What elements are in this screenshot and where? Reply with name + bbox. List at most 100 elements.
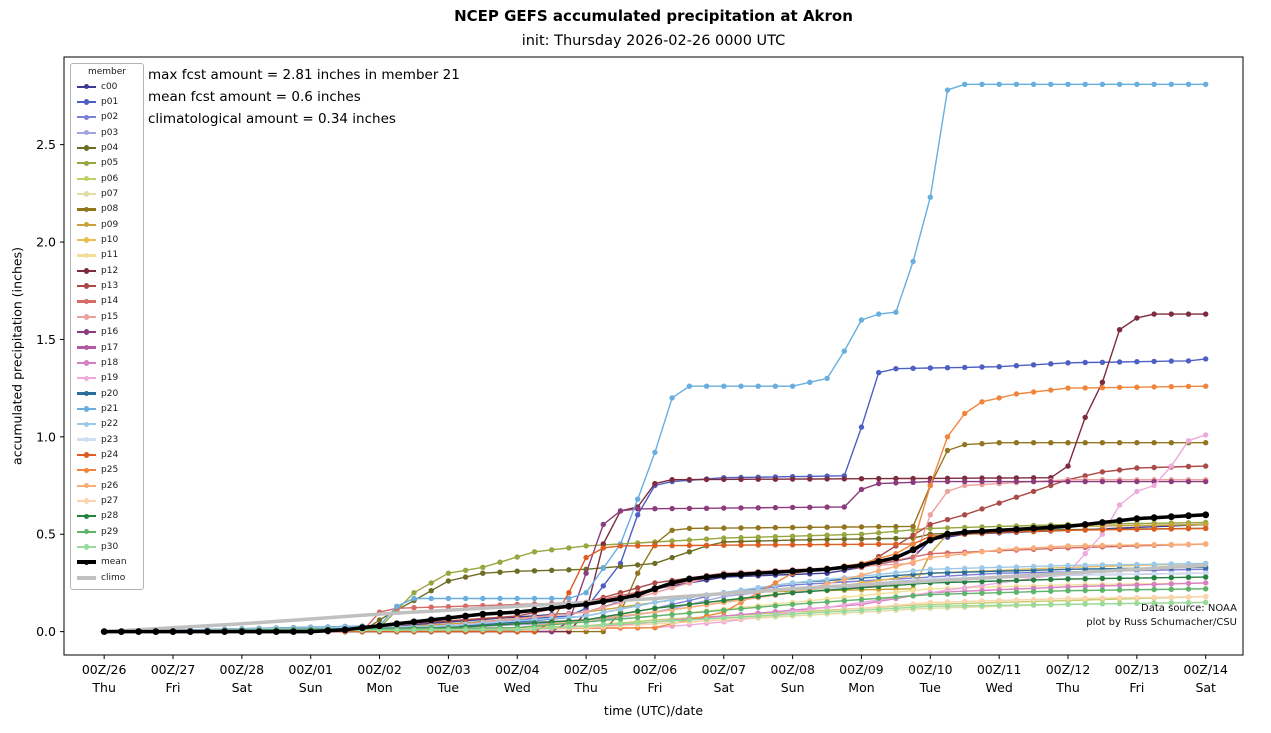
legend-swatch-p12 <box>77 267 96 274</box>
legend-swatch-p08 <box>77 206 96 213</box>
legend-swatch-p30 <box>77 544 96 551</box>
legend-label-p18: p18 <box>101 357 119 368</box>
legend-swatch-p23 <box>77 436 96 443</box>
legend-swatch-p11 <box>77 252 96 259</box>
x-tick-utc: 00Z/26 <box>82 662 127 677</box>
chart-title: NCEP GEFS accumulated precipitation at A… <box>454 7 853 25</box>
legend-item-p28: p28 <box>77 509 137 524</box>
legend-label-p15: p15 <box>101 311 119 322</box>
legend-swatch-p27 <box>77 498 96 505</box>
legend-item-p22: p22 <box>77 417 137 432</box>
legend-swatch-p28 <box>77 513 96 520</box>
legend-label-p30: p30 <box>101 541 119 552</box>
legend-item-p02: p02 <box>77 110 137 125</box>
legend-item-p17: p17 <box>77 340 137 355</box>
legend-label-p19: p19 <box>101 373 119 384</box>
legend-item-p15: p15 <box>77 309 137 324</box>
x-tick-utc: 00Z/28 <box>220 662 265 677</box>
legend-swatch-p18 <box>77 360 96 366</box>
legend-swatch-p09 <box>77 221 96 228</box>
series-mean <box>100 511 1210 635</box>
x-tick-day: Wed <box>504 680 531 695</box>
legend-swatch-p25 <box>77 467 96 474</box>
annotation-max-fcst: max fcst amount = 2.81 inches in member … <box>148 67 460 83</box>
annotation-climatological: climatological amount = 0.34 inches <box>148 111 396 127</box>
series-line-climo <box>102 563 1208 634</box>
legend-swatch-p26 <box>77 482 96 489</box>
x-tick-day: Wed <box>986 680 1013 695</box>
legend-items: c00 p01 p02 p03 p04 p05 p06 p07 p08 p09 p10 p11 p12 p… <box>77 79 137 585</box>
legend-swatch-p02 <box>77 114 96 121</box>
legend-label-p24: p24 <box>101 449 119 460</box>
legend-item-climo: climo <box>77 570 137 585</box>
x-tick-day: Fri <box>166 680 181 695</box>
x-tick-utc: 00Z/09 <box>839 662 884 677</box>
x-tick-day: Tue <box>437 680 460 695</box>
legend-item-p10: p10 <box>77 232 137 247</box>
x-tick-utc: 00Z/04 <box>495 662 540 677</box>
legend-label-p09: p09 <box>101 219 119 230</box>
legend-item-c00: c00 <box>77 79 137 94</box>
legend-swatch-p17 <box>77 344 96 351</box>
legend-label-p12: p12 <box>101 265 119 276</box>
legend-label-mean: mean <box>101 557 127 568</box>
x-tick-day: Mon <box>366 680 392 695</box>
legend-label-p10: p10 <box>101 235 119 246</box>
legend-swatch-p15 <box>77 313 96 320</box>
legend-item-p13: p13 <box>77 278 137 293</box>
legend-item-p08: p08 <box>77 202 137 217</box>
y-tick-label: 2.0 <box>36 235 56 250</box>
legend-title: member <box>87 67 127 77</box>
x-tick-day: Fri <box>1129 680 1144 695</box>
x-tick-day: Tue <box>919 680 942 695</box>
x-tick-utc: 00Z/02 <box>357 662 402 677</box>
legend-swatch-p13 <box>77 283 96 290</box>
legend-item-p01: p01 <box>77 94 137 109</box>
x-tick-day: Thu <box>573 680 597 695</box>
source-line-noaa: Data source: NOAA <box>1141 603 1237 614</box>
legend-label-p07: p07 <box>101 189 119 200</box>
legend-label-p22: p22 <box>101 419 119 430</box>
annotation-block: max fcst amount = 2.81 inches in member … <box>148 64 460 130</box>
legend-label-p08: p08 <box>101 204 119 215</box>
legend-item-p19: p19 <box>77 371 137 386</box>
legend-swatch-p20 <box>77 390 96 397</box>
legend-label-climo: climo <box>101 572 126 583</box>
y-axis-label: accumulated precipitation (inches) <box>9 247 25 465</box>
legend-swatch-p03 <box>77 129 96 136</box>
legend-label-p27: p27 <box>101 495 119 506</box>
legend-label-p26: p26 <box>101 480 119 491</box>
legend-label-c00: c00 <box>101 81 118 92</box>
legend-label-p13: p13 <box>101 281 119 292</box>
legend-swatch-p05 <box>77 160 96 167</box>
legend-item-p16: p16 <box>77 325 137 340</box>
legend-label-p20: p20 <box>101 388 119 399</box>
legend-swatch-mean <box>77 559 96 566</box>
x-tick-utc: 00Z/11 <box>977 662 1022 677</box>
x-tick-day: Thu <box>91 680 115 695</box>
legend-swatch-c00 <box>77 83 96 90</box>
y-tick-label: 0.5 <box>36 527 56 542</box>
legend-item-p24: p24 <box>77 447 137 462</box>
legend-item-p30: p30 <box>77 539 137 554</box>
legend-item-p29: p29 <box>77 524 137 539</box>
axes-frame <box>63 56 1244 656</box>
legend-label-p23: p23 <box>101 434 119 445</box>
legend-swatch-p21 <box>77 406 96 412</box>
y-tick-label: 1.0 <box>36 429 56 444</box>
legend-item-p18: p18 <box>77 355 137 370</box>
legend-item-p20: p20 <box>77 386 137 401</box>
legend-item-p23: p23 <box>77 432 137 447</box>
legend-item-mean: mean <box>77 555 137 570</box>
legend-item-p25: p25 <box>77 463 137 478</box>
legend-item-p04: p04 <box>77 140 137 155</box>
legend-swatch-p16 <box>77 329 96 336</box>
legend-label-p29: p29 <box>101 526 119 537</box>
legend-label-p04: p04 <box>101 143 119 154</box>
x-tick-utc: 00Z/08 <box>770 662 815 677</box>
x-tick-day: Sun <box>781 680 805 695</box>
legend-swatch-p01 <box>77 99 96 106</box>
source-credit: Data source: NOAA plot by Russ Schumache… <box>1086 602 1237 630</box>
